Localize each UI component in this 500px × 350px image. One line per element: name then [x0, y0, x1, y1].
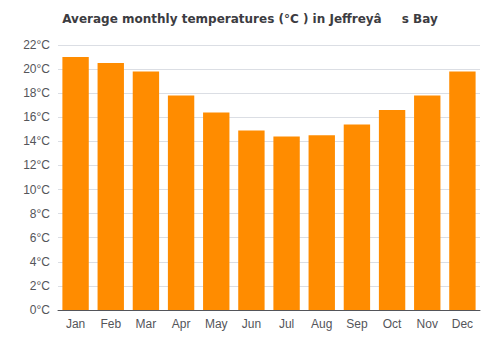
svg-text:0°C: 0°C — [30, 303, 50, 317]
svg-text:14°C: 14°C — [23, 134, 50, 148]
svg-text:May: May — [205, 317, 228, 331]
svg-text:18°C: 18°C — [23, 86, 50, 100]
svg-text:20°C: 20°C — [23, 62, 50, 76]
svg-text:Jun: Jun — [242, 317, 261, 331]
svg-text:12°C: 12°C — [23, 158, 50, 172]
svg-text:Mar: Mar — [136, 317, 157, 331]
svg-text:4°C: 4°C — [30, 255, 50, 269]
svg-text:Average monthly temperatures (: Average monthly temperatures (°C ) in Je… — [62, 12, 438, 26]
svg-text:16°C: 16°C — [23, 110, 50, 124]
svg-text:Sep: Sep — [346, 317, 368, 331]
svg-text:8°C: 8°C — [30, 207, 50, 221]
svg-text:Jul: Jul — [279, 317, 294, 331]
svg-text:Oct: Oct — [383, 317, 402, 331]
svg-text:22°C: 22°C — [23, 38, 50, 52]
svg-text:Jan: Jan — [66, 317, 85, 331]
svg-text:Dec: Dec — [452, 317, 473, 331]
svg-text:2°C: 2°C — [30, 279, 50, 293]
svg-text:Feb: Feb — [100, 317, 121, 331]
svg-text:10°C: 10°C — [23, 183, 50, 197]
svg-text:Nov: Nov — [417, 317, 438, 331]
svg-text:Apr: Apr — [172, 317, 191, 331]
svg-text:Aug: Aug — [311, 317, 332, 331]
svg-text:6°C: 6°C — [30, 231, 50, 245]
